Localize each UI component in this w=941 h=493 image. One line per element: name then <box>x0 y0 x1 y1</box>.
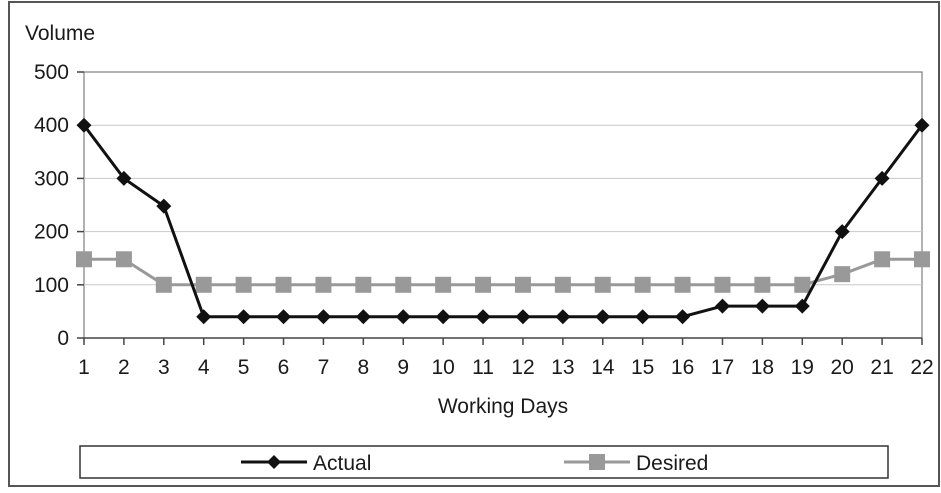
y-tick-label: 100 <box>34 274 69 297</box>
data-point-actual <box>156 198 172 214</box>
data-point-actual <box>595 309 611 325</box>
data-point-desired <box>315 276 332 293</box>
x-tick-label: 10 <box>431 356 454 379</box>
data-point-desired <box>355 276 372 293</box>
data-point-actual <box>116 170 132 186</box>
series-line-actual <box>82 124 924 319</box>
x-tick-label: 15 <box>631 356 654 379</box>
data-point-actual <box>276 309 292 325</box>
series-line-desired <box>84 257 922 287</box>
legend-item-desired: Desired <box>564 452 708 475</box>
plot-area <box>83 71 923 339</box>
x-tick-label: 14 <box>591 356 615 379</box>
data-point-actual <box>754 298 770 314</box>
data-point-desired <box>76 251 92 268</box>
x-tick-label: 8 <box>357 356 369 379</box>
data-point-actual <box>435 309 451 325</box>
data-point-desired <box>235 276 252 293</box>
data-point-desired <box>475 276 492 293</box>
x-tick-label: 6 <box>278 356 290 379</box>
legend-actual-label: Actual <box>313 452 371 475</box>
data-point-actual <box>395 309 411 325</box>
y-tick-label: 500 <box>34 61 69 84</box>
y-tick-label: 0 <box>57 327 69 350</box>
y-axis-title: Volume <box>25 22 95 45</box>
x-tick-label: 17 <box>711 356 734 379</box>
x-tick-label: 2 <box>118 356 130 379</box>
legend-actual-marker <box>267 455 281 469</box>
x-tick-label: 9 <box>397 356 409 379</box>
x-tick-label: 16 <box>671 356 694 379</box>
x-tick-label: 18 <box>751 356 774 379</box>
data-point-desired <box>794 276 811 293</box>
y-tick-label: 400 <box>34 114 69 137</box>
x-tick-label: 3 <box>158 356 170 379</box>
legend-item-actual: Actual <box>241 452 371 475</box>
x-tick-label: 19 <box>791 356 814 379</box>
data-point-desired <box>714 276 731 293</box>
x-tick-label: 13 <box>551 356 574 379</box>
data-point-actual <box>555 309 571 325</box>
series-group <box>76 117 930 325</box>
data-point-desired <box>275 276 292 293</box>
legend-desired-marker <box>589 454 605 470</box>
data-point-actual <box>834 224 850 240</box>
data-point-desired <box>195 276 212 293</box>
data-point-desired <box>874 251 891 268</box>
x-tick-label: 4 <box>198 356 210 379</box>
data-point-actual <box>236 309 252 325</box>
data-point-actual <box>714 298 730 314</box>
data-point-actual <box>76 117 92 133</box>
data-point-desired <box>514 276 531 293</box>
legend-box <box>79 445 889 479</box>
data-point-actual <box>355 309 371 325</box>
x-tick-label: 7 <box>318 356 330 379</box>
data-point-desired <box>395 276 412 293</box>
x-axis-title: Working Days <box>438 395 568 418</box>
data-point-actual <box>515 309 531 325</box>
data-point-desired <box>914 251 930 268</box>
data-point-actual <box>874 170 890 186</box>
legend-desired-label: Desired <box>636 452 708 475</box>
data-point-actual <box>315 309 331 325</box>
data-point-actual <box>675 309 691 325</box>
data-point-desired <box>594 276 611 293</box>
data-point-desired <box>435 276 452 293</box>
data-point-desired <box>554 276 571 293</box>
data-point-actual <box>635 309 651 325</box>
x-tick-label: 11 <box>472 356 494 379</box>
x-tick-label: 5 <box>238 356 250 379</box>
x-tick-label: 20 <box>831 356 854 379</box>
data-point-desired <box>754 276 771 293</box>
data-point-desired <box>634 276 651 293</box>
data-point-desired <box>115 251 132 268</box>
data-point-actual <box>794 298 810 314</box>
data-point-desired <box>155 276 172 293</box>
data-point-desired <box>834 266 851 283</box>
y-tick-label: 200 <box>34 221 69 244</box>
x-tick-label: 1 <box>78 356 90 379</box>
x-tick-label: 21 <box>870 356 893 379</box>
data-point-actual <box>475 309 491 325</box>
x-tick-label: 12 <box>511 356 534 379</box>
data-point-actual <box>196 309 212 325</box>
data-point-actual <box>914 117 930 133</box>
x-tick-label: 22 <box>910 356 933 379</box>
data-point-desired <box>674 276 691 293</box>
y-tick-label: 300 <box>34 167 69 190</box>
